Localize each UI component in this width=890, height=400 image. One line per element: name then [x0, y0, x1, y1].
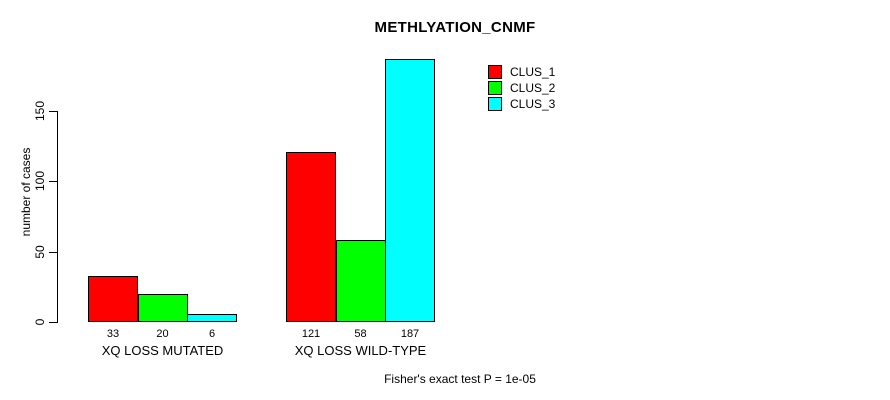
y-axis-tick [49, 322, 57, 323]
bar-clus_2-group1 [137, 293, 188, 322]
bar-clus_3-group2 [385, 58, 435, 322]
x-category-label: XQ LOSS WILD-TYPE [294, 343, 427, 358]
y-tick-label: 100 [33, 171, 47, 192]
legend-swatch-clus-2 [488, 81, 502, 95]
legend-swatch-clus-3 [488, 97, 502, 111]
y-tick-label: 50 [33, 244, 47, 259]
bar-clus_3-group1 [187, 313, 237, 322]
legend-label: CLUS_2 [510, 81, 556, 95]
bar-clus_1-group1 [88, 275, 138, 322]
y-axis-tick [49, 111, 57, 112]
legend: CLUS_1 CLUS_2 CLUS_3 [488, 64, 555, 112]
bar-value-label: 6 [208, 328, 216, 340]
legend-item: CLUS_3 [488, 96, 555, 112]
bar-value-label: 58 [354, 328, 367, 340]
bar-value-label: 33 [106, 328, 120, 340]
y-axis-line [57, 111, 58, 323]
bar-value-label: 187 [400, 328, 420, 340]
legend-swatch-clus-1 [488, 65, 502, 79]
x-category-label: XQ LOSS MUTATED [101, 343, 224, 358]
y-axis-tick [49, 251, 57, 253]
annotation-caption: Fisher's exact test P = 1e-05 [384, 372, 536, 386]
y-tick-label: 150 [33, 100, 47, 122]
chart-title: METHLYATION_CNMF [374, 19, 536, 36]
bar-clus_1-group2 [286, 151, 336, 322]
bar-value-label: 121 [301, 328, 321, 340]
legend-label: CLUS_3 [510, 97, 556, 111]
legend-item: CLUS_1 [488, 64, 555, 80]
legend-item: CLUS_2 [488, 80, 555, 96]
bar-clus_2-group2 [335, 240, 386, 322]
bar-value-label: 20 [156, 328, 169, 340]
y-axis-tick [49, 181, 57, 183]
legend-label: CLUS_1 [510, 65, 556, 79]
y-axis-title: number of cases [19, 147, 33, 237]
y-tick-label: 0 [33, 318, 47, 326]
